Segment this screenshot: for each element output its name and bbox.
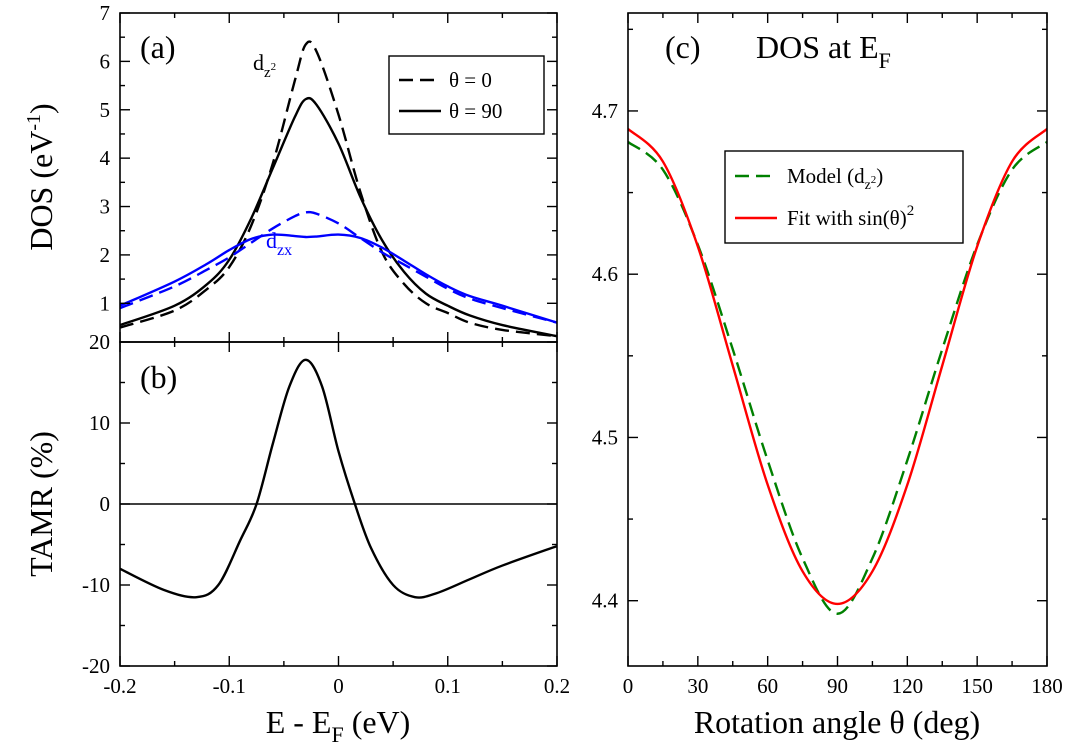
panel-a-ytick-label: 6 xyxy=(100,49,111,73)
panel-b-xlabel-main: E - E xyxy=(266,704,332,740)
panel-c-xtick-label: 30 xyxy=(687,674,708,698)
dz2-subsub: 2 xyxy=(271,61,277,73)
panel-b-ytick-label: 20 xyxy=(89,330,110,354)
panel-c-xtick-label: 0 xyxy=(623,674,634,698)
panel-b-tamr: -0.2 -0.1 0 0.1 0.2 -20 -10 0 10 20 TAMR (%) E - EF… xyxy=(23,330,570,747)
panel-c-xtick-label: 180 xyxy=(1031,674,1063,698)
panel-c-ytick-label: 4.7 xyxy=(592,99,618,123)
panel-c-series-line-1 xyxy=(628,127,1047,606)
panel-c-legend-label-sub: z xyxy=(865,178,871,193)
panel-c-ytick-label: 4.4 xyxy=(592,589,619,613)
panel-a-series-line-3 xyxy=(120,233,557,324)
panel-c-xlabel: Rotation angle θ (deg) xyxy=(694,704,980,740)
panel-c-xtick-label: 150 xyxy=(961,674,993,698)
panel-a-annotation-dz2: dz2 xyxy=(253,50,276,81)
panel-c-legend-label-main: Fit with sin(θ) xyxy=(787,206,907,230)
panel-c-title-main: DOS at E xyxy=(756,29,879,65)
panel-c-xtick-label: 60 xyxy=(757,674,778,698)
panel-b-xtick-label: 0.2 xyxy=(544,674,570,698)
panel-b-xtick-label: -0.1 xyxy=(213,674,246,698)
panel-a-ytick-label: 5 xyxy=(100,98,111,122)
panel-b-ytick-label: 10 xyxy=(89,411,110,435)
panel-a-ylabel-main: DOS (eV xyxy=(23,131,59,251)
panel-a-legend-label: θ = 90 xyxy=(449,99,502,123)
panel-a-ylabel: DOS (eV-1) xyxy=(23,103,59,250)
dzx-sub: zx xyxy=(277,242,292,259)
panel-a-legend-label: θ = 0 xyxy=(449,68,492,92)
panel-a-series-line-2 xyxy=(120,210,557,324)
panel-c-ytick-label: 4.5 xyxy=(592,425,618,449)
panel-b-xtick-label: -0.2 xyxy=(103,674,136,698)
panel-c-xtick-label: 90 xyxy=(827,674,848,698)
panel-b-xlabel: E - EF (eV) xyxy=(266,704,411,747)
panel-b-xlabel-unit: (eV) xyxy=(344,704,411,740)
panel-b-label: (b) xyxy=(140,359,177,395)
panel-a-ytick-label: 1 xyxy=(100,291,111,315)
panel-c-frame xyxy=(627,12,1048,667)
panel-c-legend-label-close: ) xyxy=(876,164,883,188)
panel-a-annotation-dzx: dzx xyxy=(266,228,292,259)
dz2-sub: z xyxy=(264,65,271,81)
dz2-main: d xyxy=(253,50,264,75)
panel-b-xtick-label: 0 xyxy=(333,674,344,698)
panel-b-xlabel-sub: F xyxy=(331,722,343,747)
panel-b-xtick-label: 0.1 xyxy=(435,674,461,698)
panel-a-legend-box xyxy=(388,55,545,135)
panel-c-title-sub: F xyxy=(879,48,891,73)
panel-c-legend-label: Fit with sin(θ)2 xyxy=(787,203,914,230)
panel-a-ylabel-close: ) xyxy=(23,103,59,114)
panel-a-ytick-label: 2 xyxy=(100,243,111,267)
panel-c-legend-label-subsub: 2 xyxy=(871,174,877,186)
panel-a-series-line-1 xyxy=(120,96,557,338)
panel-c-label: (c) xyxy=(665,29,701,65)
panel-b-ylabel: TAMR (%) xyxy=(23,431,59,577)
panel-c-legend-label-main: Model (d xyxy=(787,164,865,188)
dzx-main: d xyxy=(266,228,277,253)
panel-b-series-line-0 xyxy=(120,358,557,599)
panel-a-ytick-label: 3 xyxy=(100,195,111,219)
panel-c-dos-at-ef: 0 30 60 90 120 150 180 4.4 4.5 4.6 4.7 Rotation ang… xyxy=(592,12,1063,740)
panel-a-ytick-label: 4 xyxy=(100,146,111,170)
panel-a-ytick-label: 7 xyxy=(100,1,111,25)
panel-c-ytick-label: 4.6 xyxy=(592,262,618,286)
panel-b-ytick-label: 0 xyxy=(100,492,111,516)
panel-a-ylabel-sup: -1 xyxy=(23,114,45,131)
panel-b-ytick-label: -10 xyxy=(82,573,110,597)
panel-a-series-line-0 xyxy=(120,40,557,338)
panel-b-ytick-label: -20 xyxy=(82,654,110,678)
panel-c-legend-label: Model (dz2) xyxy=(787,164,883,193)
panel-c-title: DOS at EF xyxy=(756,29,891,73)
panel-c-legend-label-sup: 2 xyxy=(907,203,915,219)
panel-a-label: (a) xyxy=(140,29,176,65)
panel-c-legend-box xyxy=(724,150,964,244)
panel-c-xtick-label: 120 xyxy=(892,674,924,698)
